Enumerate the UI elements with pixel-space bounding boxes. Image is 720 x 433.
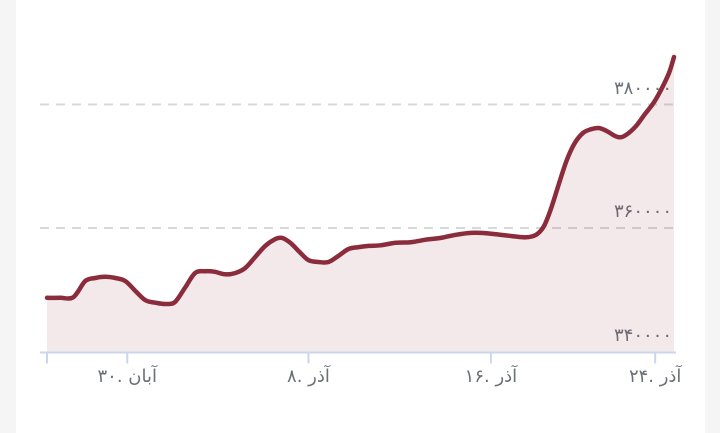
x-tick-label-8-azar: ۸. آذر xyxy=(287,366,330,387)
axis-label-layer: ۳۴۰۰۰۰ ۳۶۰۰۰۰ ۳۸۰۰۰۰ ۳۰. آبان ۸. آذر ۱۶.… xyxy=(16,0,705,433)
area-chart-surface[interactable] xyxy=(16,0,705,433)
y-tick-label-340000: ۳۴۰۰۰۰ xyxy=(614,325,672,347)
page-background-left-strip xyxy=(0,0,16,433)
plot-layer xyxy=(16,0,705,433)
y-tick-label-360000: ۳۶۰۰۰۰ xyxy=(614,201,672,223)
price-area-fill xyxy=(47,57,674,352)
page-background-right-strip xyxy=(705,0,720,433)
x-tick-label-16-azar: ۱۶. آذر xyxy=(464,366,518,387)
x-tick-label-24-azar: ۲۴. آذر xyxy=(628,366,682,387)
price-area-chart: ۳۴۰۰۰۰ ۳۶۰۰۰۰ ۳۸۰۰۰۰ ۳۰. آبان ۸. آذر ۱۶.… xyxy=(16,0,705,433)
price-line xyxy=(44,54,677,307)
x-tick-label-30-aban: ۳۰. آبان xyxy=(97,366,158,387)
